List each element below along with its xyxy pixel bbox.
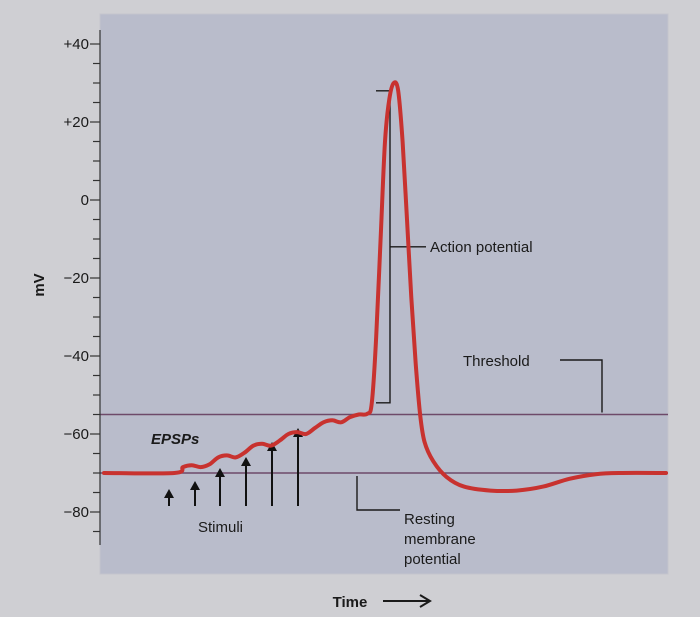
threshold-label: Threshold xyxy=(463,353,530,370)
y-tick-label: −40 xyxy=(64,348,89,365)
action-potential-label: Action potential xyxy=(430,239,533,256)
resting-label-line: membrane xyxy=(404,531,476,548)
y-tick-label: −60 xyxy=(64,426,89,443)
resting-label-line: Resting xyxy=(404,511,455,528)
y-tick-label: +40 xyxy=(64,36,89,53)
stimulus-arrow-icon xyxy=(241,457,251,466)
membrane-potential-line xyxy=(102,80,668,494)
threshold-leader xyxy=(560,359,603,413)
y-tick-label: −20 xyxy=(64,270,89,287)
y-tick-label: −80 xyxy=(64,504,89,521)
stimulus-arrow-icon xyxy=(190,481,200,490)
y-tick-label: +20 xyxy=(64,114,89,131)
resting-label-line: potential xyxy=(404,551,461,568)
stimulus-arrow-icon xyxy=(164,489,174,498)
plot-area xyxy=(99,13,669,575)
time-arrow-icon xyxy=(383,594,432,608)
x-axis-label: Time xyxy=(333,594,368,611)
stimulus-arrow-icon xyxy=(215,468,225,477)
resting-leader xyxy=(356,476,400,511)
stimuli-label: Stimuli xyxy=(198,519,243,536)
epsps-label: EPSPs xyxy=(151,431,199,448)
y-tick-label: 0 xyxy=(81,192,89,209)
y-axis-label: mV xyxy=(31,273,48,296)
